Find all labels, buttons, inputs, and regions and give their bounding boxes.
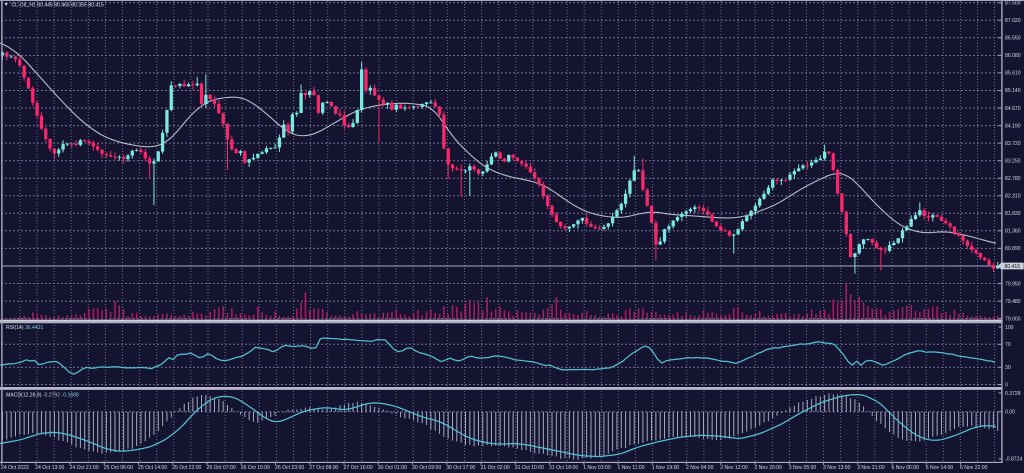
svg-text:31 Oct 02:00: 31 Oct 02:00 (481, 465, 510, 471)
svg-text:84.190: 84.190 (1005, 123, 1021, 129)
svg-text:CL-OIL,H1 80.445 80.465 80.35: CL-OIL,H1 80.445 80.465 80.355 80.415 (12, 3, 104, 9)
svg-text:85.140: 85.140 (1005, 88, 1021, 94)
svg-text:82.780: 82.780 (1005, 176, 1021, 182)
svg-text:86.550: 86.550 (1005, 36, 1021, 42)
svg-text:81.830: 81.830 (1005, 211, 1021, 217)
svg-text:6 Nov 06:00: 6 Nov 06:00 (892, 465, 920, 471)
svg-text:3 Nov 21:00: 3 Nov 21:00 (857, 465, 885, 471)
svg-text:30 Oct 17:00: 30 Oct 17:00 (446, 465, 475, 471)
svg-text:6 Nov 22:00: 6 Nov 22:00 (960, 465, 988, 471)
svg-text:100: 100 (1005, 325, 1014, 331)
svg-text:30 Oct 01:00: 30 Oct 01:00 (378, 465, 407, 471)
svg-text:0: 0 (1005, 382, 1008, 388)
svg-text:0.00: 0.00 (1005, 410, 1015, 416)
svg-text:80.890: 80.890 (1005, 246, 1021, 252)
svg-text:79.950: 79.950 (1005, 281, 1021, 287)
svg-text:RSI(14) 36.4421: RSI(14) 36.4421 (6, 325, 44, 331)
svg-text:79.480: 79.480 (1005, 299, 1021, 305)
svg-text:27 Oct 16:00: 27 Oct 16:00 (344, 465, 373, 471)
svg-text:81.360: 81.360 (1005, 229, 1021, 235)
svg-text:2 Nov 04:00: 2 Nov 04:00 (686, 465, 714, 471)
svg-text:31 Oct 10:00: 31 Oct 10:00 (515, 465, 544, 471)
svg-text:80.415: 80.415 (1005, 264, 1021, 270)
svg-text:2 Nov 20:00: 2 Nov 20:00 (755, 465, 783, 471)
svg-text:2 Nov 12:00: 2 Nov 12:00 (720, 465, 748, 471)
svg-text:87.020: 87.020 (1005, 18, 1021, 24)
svg-text:25 Oct 14:00: 25 Oct 14:00 (138, 465, 167, 471)
svg-text:1 Nov 19:00: 1 Nov 19:00 (652, 465, 680, 471)
svg-text:-0.8724: -0.8724 (1005, 457, 1022, 463)
svg-text:1 Nov 11:00: 1 Nov 11:00 (618, 465, 645, 471)
svg-text:87.500: 87.500 (1005, 1, 1021, 7)
svg-text:26 Oct 07:00: 26 Oct 07:00 (207, 465, 236, 471)
svg-text:82.310: 82.310 (1005, 194, 1021, 200)
svg-text:6 Nov 14:00: 6 Nov 14:00 (926, 465, 954, 471)
svg-text:24 Oct 21:00: 24 Oct 21:00 (70, 465, 99, 471)
svg-text:27 Oct 08:00: 27 Oct 08:00 (309, 465, 338, 471)
svg-text:24 Oct 2023: 24 Oct 2023 (1, 465, 29, 471)
svg-text:86.080: 86.080 (1005, 53, 1021, 59)
svg-text:MACD(12,26,9) -0.2792 -0.1688: MACD(12,26,9) -0.2792 -0.1688 (6, 393, 79, 399)
svg-text:25 Oct 22:00: 25 Oct 22:00 (172, 465, 201, 471)
svg-text:0.3728: 0.3728 (1005, 391, 1021, 397)
svg-text:84.670: 84.670 (1005, 106, 1021, 112)
svg-text:85.610: 85.610 (1005, 71, 1021, 77)
svg-text:70: 70 (1005, 342, 1011, 348)
svg-text:3 Nov 05:00: 3 Nov 05:00 (789, 465, 817, 471)
svg-text:1 Nov 03:00: 1 Nov 03:00 (583, 465, 611, 471)
svg-text:79.000: 79.000 (1005, 316, 1021, 322)
svg-text:30 Oct 09:00: 30 Oct 09:00 (412, 465, 441, 471)
svg-text:83.720: 83.720 (1005, 141, 1021, 147)
svg-text:24 Oct 13:00: 24 Oct 13:00 (35, 465, 64, 471)
svg-text:26 Oct 23:00: 26 Oct 23:00 (275, 465, 304, 471)
svg-text:3 Nov 13:00: 3 Nov 13:00 (823, 465, 851, 471)
svg-text:30: 30 (1005, 365, 1011, 371)
svg-text:31 Oct 18:00: 31 Oct 18:00 (549, 465, 578, 471)
svg-text:83.250: 83.250 (1005, 159, 1021, 165)
svg-text:25 Oct 06:00: 25 Oct 06:00 (104, 465, 133, 471)
svg-text:26 Oct 15:00: 26 Oct 15:00 (241, 465, 270, 471)
